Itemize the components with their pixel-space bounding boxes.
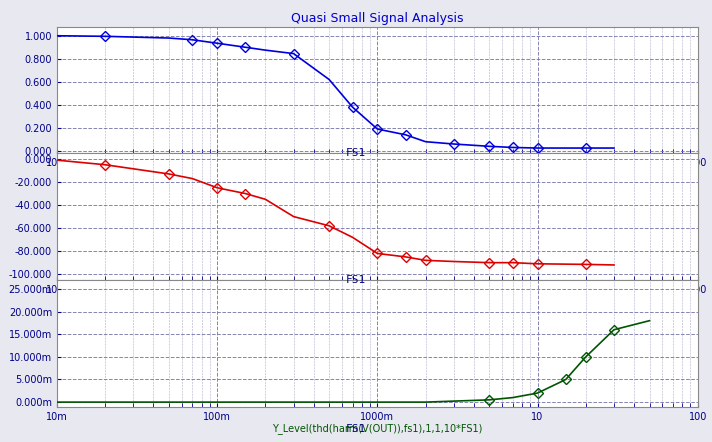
Text: FS1: FS1 — [346, 148, 366, 158]
X-axis label: Y_Level(thd(harm(V(OUT)),fs1),1,1,10*FS1): Y_Level(thd(harm(V(OUT)),fs1),1,1,10*FS1… — [272, 423, 483, 434]
X-axis label: Y_Level(Ph(FFT(V(OUT))),1,1,FS1)+90: Y_Level(Ph(FFT(V(OUT))),1,1,FS1)+90 — [286, 296, 469, 307]
Title: Quasi Small Signal Analysis: Quasi Small Signal Analysis — [291, 12, 464, 25]
Text: FS1: FS1 — [346, 275, 366, 285]
X-axis label: Y_Level(HARM(V(OUT)),1,1,FS1): Y_Level(HARM(V(OUT)),1,1,FS1) — [300, 169, 455, 180]
Text: FS1: FS1 — [346, 424, 366, 434]
